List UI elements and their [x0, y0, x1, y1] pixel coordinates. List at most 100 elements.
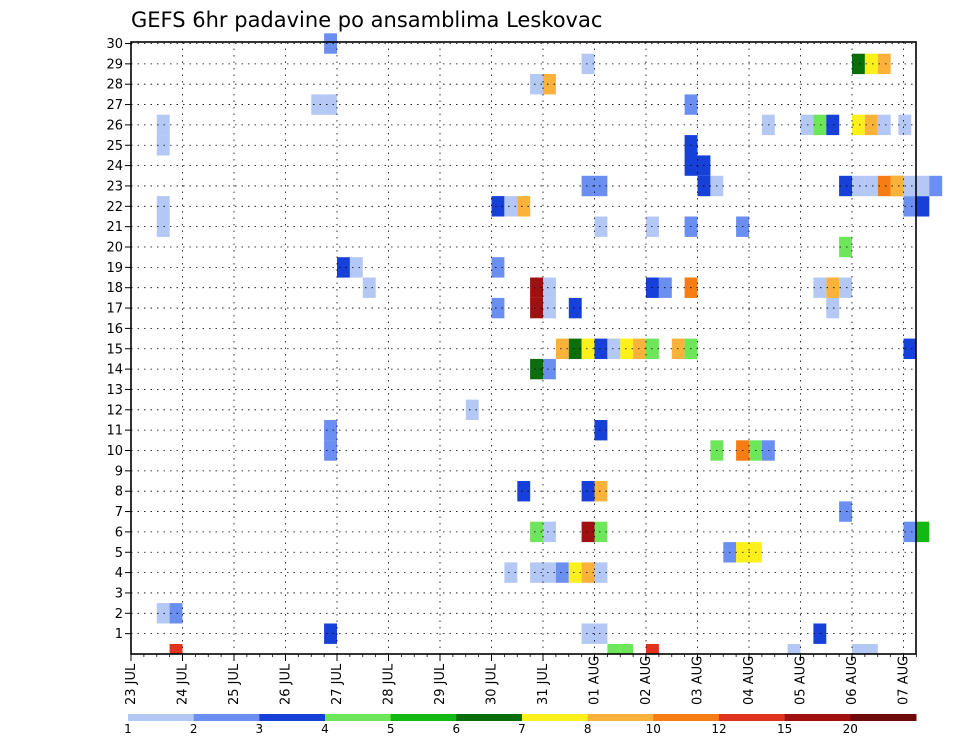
data-cell	[594, 623, 608, 644]
data-cell	[543, 521, 556, 543]
data-cell	[156, 114, 170, 136]
data-cell	[813, 623, 827, 644]
data-cell	[555, 562, 569, 583]
y-tick-label: 9	[115, 464, 123, 479]
data-cell	[324, 94, 337, 115]
colorbar-swatch	[653, 714, 720, 721]
data-cell	[169, 603, 183, 624]
data-cell	[156, 603, 170, 624]
x-axis: 23 JUL 24 JUL 25 JUL 26 JUL 27 JUL 28 JUL 29 J…	[124, 654, 917, 705]
data-cell	[543, 277, 556, 298]
y-tick-label: 6	[115, 525, 123, 540]
data-cell	[903, 196, 917, 217]
data-cell	[156, 196, 170, 217]
data-cell	[852, 114, 865, 136]
data-cell	[916, 175, 930, 197]
data-cell	[813, 114, 827, 136]
colorbar-label: 10	[646, 722, 661, 736]
y-tick-label: 25	[106, 139, 123, 154]
colorbar-swatch	[259, 714, 326, 721]
y-tick-label: 17	[106, 302, 123, 317]
data-cell	[324, 440, 337, 461]
colorbar-swatch	[128, 714, 195, 721]
y-tick-label: 12	[106, 403, 123, 418]
y-tick-label: 1	[115, 627, 123, 642]
y-tick-label: 23	[106, 179, 123, 194]
colorbar-swatch	[390, 714, 457, 721]
data-cell	[594, 562, 608, 583]
x-tick-label: 28 JUL	[382, 663, 397, 705]
data-cell	[517, 481, 531, 502]
data-cell	[324, 420, 337, 441]
x-tick-label: 25 JUL	[227, 663, 242, 705]
data-cell	[530, 297, 543, 319]
y-tick-label: 24	[106, 159, 123, 174]
data-cell	[543, 358, 556, 380]
data-cell	[890, 175, 904, 197]
colorbar-label: 8	[584, 722, 592, 736]
data-cell	[594, 521, 608, 543]
colorbar-swatch	[587, 714, 654, 721]
data-cell	[530, 358, 543, 380]
cells-layer	[156, 33, 943, 654]
data-cell	[156, 135, 170, 156]
data-cell	[813, 277, 827, 298]
data-cell	[929, 175, 943, 197]
y-tick-label: 3	[115, 586, 123, 601]
data-cell	[594, 481, 608, 502]
colorbar-label: 6	[452, 722, 460, 736]
data-cell	[581, 53, 595, 75]
data-cell	[581, 623, 595, 644]
colorbar-label: 5	[387, 722, 395, 736]
data-cell	[568, 562, 582, 583]
data-cell	[787, 644, 801, 654]
y-tick-label: 28	[106, 78, 123, 93]
data-cell	[839, 501, 852, 522]
x-tick-label: 07 AUG	[897, 656, 912, 705]
data-cell	[594, 420, 608, 441]
y-tick-label: 14	[106, 363, 123, 378]
data-cell	[543, 74, 556, 95]
y-tick-label: 2	[115, 607, 123, 622]
data-cell	[620, 644, 634, 654]
data-cell	[903, 521, 917, 543]
grid-layer	[131, 42, 916, 654]
colorbar-swatch	[193, 714, 260, 721]
x-tick-label: 27 JUL	[330, 663, 345, 705]
data-cell	[465, 399, 479, 420]
y-tick-label: 18	[106, 281, 123, 296]
y-tick-label: 4	[115, 566, 123, 581]
data-cell	[337, 257, 350, 278]
data-cell	[581, 338, 595, 359]
data-cell	[349, 257, 363, 278]
x-tick-label: 23 JUL	[124, 663, 139, 705]
data-cell	[903, 338, 917, 359]
colorbar-label: 7	[518, 722, 526, 736]
data-cell	[169, 644, 183, 654]
colorbar-swatch	[522, 714, 589, 721]
data-cell	[568, 297, 582, 319]
y-tick-label: 22	[106, 200, 123, 215]
data-cell	[633, 338, 646, 359]
y-tick-label: 27	[106, 98, 123, 113]
data-cell	[491, 297, 505, 319]
x-tick-label: 06 AUG	[845, 656, 860, 705]
colorbar-label: 12	[711, 722, 726, 736]
colorbar-swatch	[784, 714, 851, 721]
y-tick-label: 5	[115, 546, 123, 561]
data-cell	[491, 257, 505, 278]
x-tick-label: 26 JUL	[279, 663, 294, 705]
data-cell	[530, 521, 543, 543]
x-tick-label: 04 AUG	[742, 656, 757, 705]
data-cell	[607, 338, 621, 359]
data-cell	[324, 623, 337, 644]
y-tick-label: 15	[106, 342, 123, 357]
data-cell	[826, 114, 840, 136]
y-tick-label: 13	[106, 383, 123, 398]
x-tick-label: 24 JUL	[176, 663, 191, 705]
data-cell	[903, 175, 917, 197]
data-cell	[530, 277, 543, 298]
data-cell	[800, 114, 814, 136]
y-tick-label: 16	[106, 322, 123, 337]
